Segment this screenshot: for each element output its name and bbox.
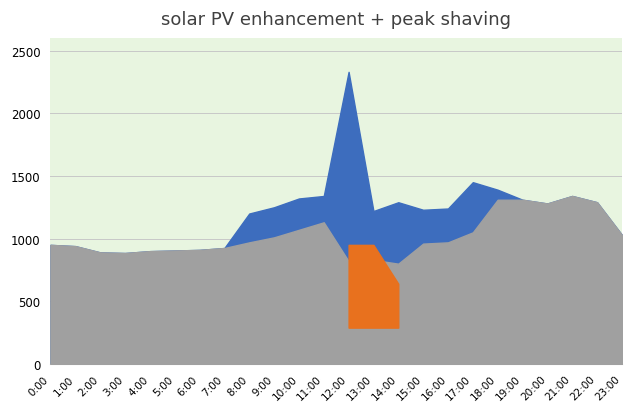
Title: solar PV enhancement + peak shaving: solar PV enhancement + peak shaving [161, 11, 511, 29]
